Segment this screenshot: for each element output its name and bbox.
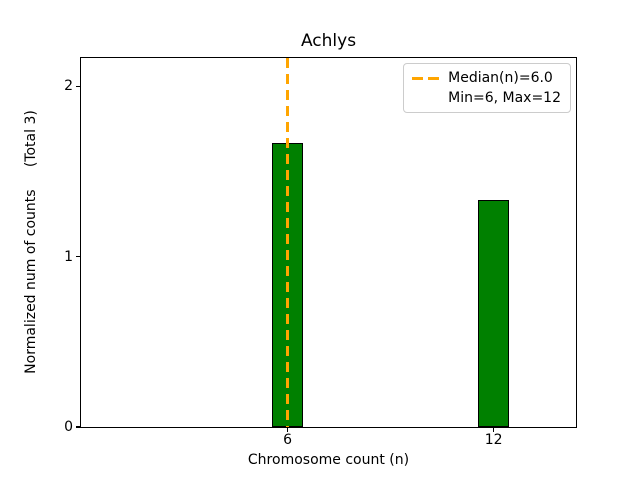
x-tick-label: 12 bbox=[484, 432, 503, 448]
y-tick-mark bbox=[76, 85, 80, 87]
y-tick-label: 2 bbox=[64, 78, 73, 95]
legend-label-median: Median(n)=6.0 bbox=[448, 70, 553, 86]
legend-handle-empty bbox=[412, 97, 439, 100]
y-tick-mark bbox=[76, 255, 80, 258]
y-tick-mark bbox=[76, 426, 80, 428]
x-tick-label: 6 bbox=[283, 432, 293, 448]
x-tick-mark bbox=[493, 428, 495, 432]
legend-entry-median: Median(n)=6.0 bbox=[412, 68, 561, 88]
legend-label-minmax: Min=6, Max=12 bbox=[448, 90, 561, 106]
plot-area: 6 12 0 1 2 Median(n)=6.0 Min=6, Max=12 bbox=[64, 57, 577, 448]
legend: Median(n)=6.0 Min=6, Max=12 bbox=[403, 63, 571, 113]
y-axis-label: Normalized num of counts (Total 3) bbox=[23, 110, 39, 374]
median-line bbox=[286, 58, 289, 427]
legend-entry-minmax: Min=6, Max=12 bbox=[412, 88, 561, 108]
y-tick-label: 0 bbox=[64, 419, 73, 435]
y-tick-label: 1 bbox=[64, 248, 73, 265]
orange-dashed-line-icon bbox=[412, 76, 440, 80]
chart-title: Achlys bbox=[300, 31, 357, 51]
x-axis-label: Chromosome count (n) bbox=[247, 452, 410, 468]
x-tick-mark bbox=[287, 428, 289, 432]
histogram-bar bbox=[478, 199, 510, 427]
